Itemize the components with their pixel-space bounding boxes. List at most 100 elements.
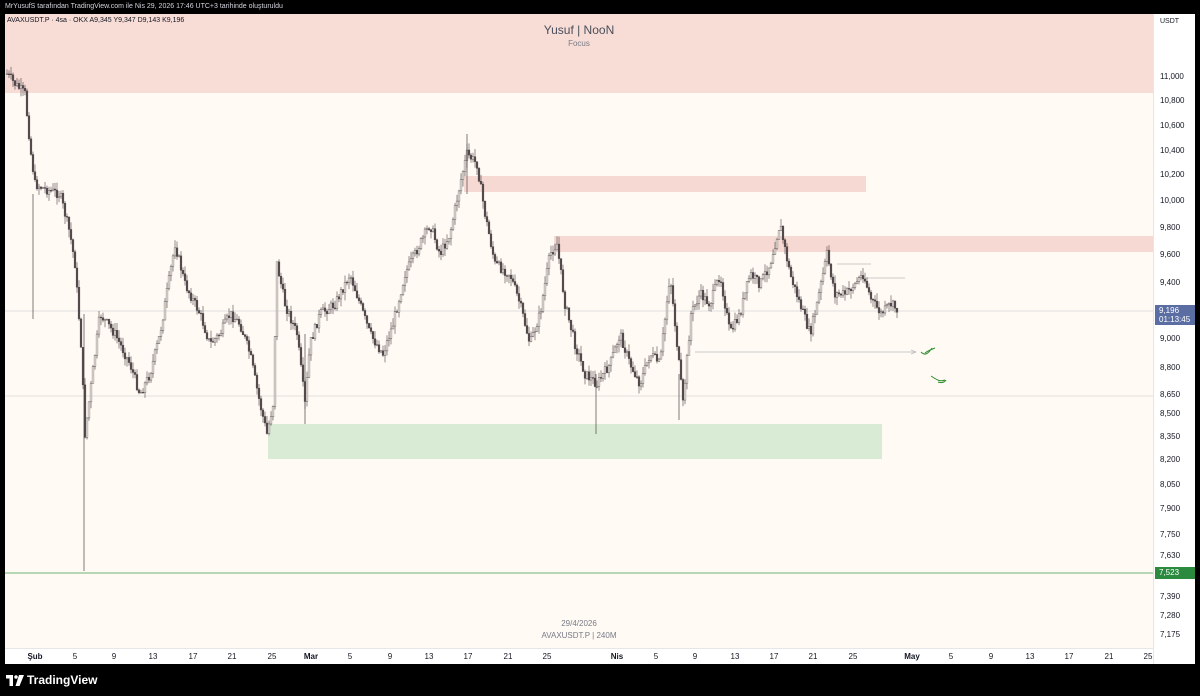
chart-plot-area[interactable]: AVAXUSDT.P · 4sa · OKX A9,345 Y9,347 D9,… — [5, 14, 1153, 648]
candle-body — [509, 274, 513, 279]
candle-body — [51, 188, 55, 191]
candle-body — [601, 373, 605, 379]
candle-body — [719, 281, 723, 283]
candle-body — [209, 338, 213, 342]
candle-body — [837, 292, 841, 295]
candle-body — [63, 202, 67, 217]
candle-body — [257, 387, 261, 399]
candle-body — [853, 282, 857, 288]
candle-body — [197, 310, 201, 314]
candle-body — [225, 315, 229, 320]
candle-body — [525, 325, 529, 334]
candle-body — [385, 340, 389, 352]
symbol-legend[interactable]: AVAXUSDT.P · 4sa · OKX A9,345 Y9,347 D9,… — [7, 17, 185, 24]
time-tick-label: Nis — [610, 652, 624, 661]
time-tick-label: 21 — [503, 652, 513, 661]
candle-body — [215, 334, 219, 339]
candle-body — [15, 83, 19, 86]
candle-body — [619, 332, 623, 341]
candle-body — [71, 239, 75, 252]
candle-body — [83, 384, 87, 438]
price-axis[interactable]: USDT 9,196 01:13:45 7,523 11,000 10,800 10… — [1153, 14, 1195, 664]
candle-body — [881, 311, 885, 314]
candle-body — [707, 303, 711, 307]
candle-body — [127, 357, 131, 363]
candle-body — [857, 277, 861, 282]
candle-body — [789, 266, 793, 278]
candle-body — [351, 277, 355, 286]
candle-body — [867, 287, 871, 293]
candle-body — [485, 216, 489, 223]
candle-body — [415, 249, 419, 255]
candle-body — [571, 329, 575, 332]
candle-body — [193, 298, 197, 301]
candle-body — [633, 371, 637, 377]
candle-body — [735, 319, 739, 323]
candle-body — [45, 187, 49, 195]
candle-body — [479, 181, 483, 185]
candle-body — [631, 367, 635, 372]
candle-body — [25, 90, 29, 116]
candle-body — [681, 379, 685, 401]
time-tick-label: 9 — [387, 652, 393, 661]
candle-body — [383, 350, 387, 356]
candle-body — [567, 307, 571, 321]
watermark-title: Yusuf | NooN — [543, 23, 615, 37]
candle-body — [373, 338, 377, 346]
candle-body — [423, 228, 427, 238]
time-axis[interactable]: Şub 5 9 13 17 21 25 Mar 5 9 13 17 21 25 Nis 5 9 13 17 21 25 M… — [5, 648, 1153, 664]
candle-body — [477, 168, 481, 182]
candle-body — [871, 299, 875, 301]
candle-body — [53, 188, 57, 191]
candle-body — [575, 348, 579, 355]
candle-body — [723, 296, 727, 309]
candle-body — [565, 307, 569, 309]
time-tick-label: 17 — [188, 652, 198, 661]
price-tick-label: 10,600 — [1160, 121, 1185, 130]
candle-body — [75, 267, 79, 288]
candle-body — [469, 154, 473, 160]
candle-body — [157, 336, 161, 344]
candle-body — [183, 273, 187, 281]
candle-body — [555, 243, 559, 251]
candle-body — [399, 294, 403, 303]
price-chart-svg[interactable] — [5, 14, 1153, 648]
candle-body — [259, 398, 263, 411]
candle-body — [585, 371, 589, 379]
candle-body — [151, 360, 155, 374]
candle-body — [505, 275, 509, 277]
candle-body — [529, 336, 533, 342]
price-tick-label: 8,650 — [1160, 390, 1181, 399]
candle-body — [699, 289, 703, 297]
candle-body — [67, 216, 71, 230]
candle-body — [175, 247, 179, 257]
candle-body — [825, 249, 829, 262]
candle-body — [47, 190, 51, 195]
candle-body — [869, 291, 873, 300]
candle-body — [551, 252, 555, 255]
candle-body — [131, 369, 135, 373]
candle-body — [515, 284, 519, 294]
candle-body — [797, 296, 801, 300]
candle-body — [273, 336, 277, 407]
candle-body — [161, 319, 165, 331]
time-tick-label: 25 — [267, 652, 277, 661]
brand-footer: TradingView — [0, 664, 1200, 696]
price-tick-label: 7,175 — [1160, 630, 1181, 639]
candle-body — [609, 356, 613, 366]
candle-body — [205, 332, 209, 340]
candle-body — [501, 268, 505, 273]
price-tick-label: 7,750 — [1160, 530, 1181, 539]
candle-body — [573, 331, 577, 349]
candle-body — [621, 332, 625, 349]
candle-body — [177, 255, 181, 257]
candle-body — [715, 280, 719, 285]
candle-body — [507, 274, 511, 277]
candle-body — [435, 239, 439, 250]
candle-body — [549, 252, 553, 256]
price-tick-label: 7,630 — [1160, 551, 1181, 560]
candle-body — [43, 187, 47, 189]
candle-body — [817, 292, 821, 303]
candle-body — [425, 228, 429, 230]
time-tick-label: 13 — [1025, 652, 1035, 661]
